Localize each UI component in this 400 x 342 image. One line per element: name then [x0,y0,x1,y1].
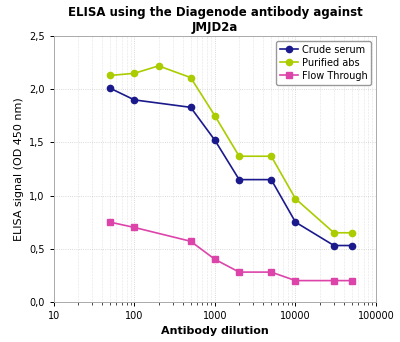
Purified abs [108,74,112,78]
X-axis label: Antibody dilution: Antibody dilution [161,327,269,337]
Purified abs [237,154,242,158]
Flow Through [332,278,336,282]
Purified abs [212,114,217,118]
Crude serum [188,105,193,109]
Legend: Crude serum, Purified abs, Flow Through: Crude serum, Purified abs, Flow Through [276,41,371,84]
Purified abs [332,231,336,235]
Flow Through [293,278,298,282]
Purified abs [188,76,193,80]
Flow Through [237,270,242,274]
Purified abs [350,231,354,235]
Crude serum [237,177,242,182]
Flow Through [132,225,137,229]
Purified abs [156,64,161,68]
Crude serum [350,244,354,248]
Title: ELISA using the Diagenode antibody against
JMJD2a: ELISA using the Diagenode antibody again… [68,5,362,34]
Crude serum [212,138,217,142]
Flow Through [350,278,354,282]
Purified abs [293,197,298,201]
Line: Purified abs: Purified abs [107,63,355,236]
Purified abs [269,154,274,158]
Flow Through [188,239,193,243]
Crude serum [332,244,336,248]
Crude serum [108,86,112,90]
Crude serum [132,98,137,102]
Y-axis label: ELISA signal (OD 450 nm): ELISA signal (OD 450 nm) [14,97,24,241]
Purified abs [132,71,137,75]
Flow Through [212,257,217,261]
Flow Through [269,270,274,274]
Flow Through [108,220,112,224]
Line: Crude serum: Crude serum [107,85,355,249]
Crude serum [269,177,274,182]
Crude serum [293,220,298,224]
Line: Flow Through: Flow Through [107,219,355,284]
